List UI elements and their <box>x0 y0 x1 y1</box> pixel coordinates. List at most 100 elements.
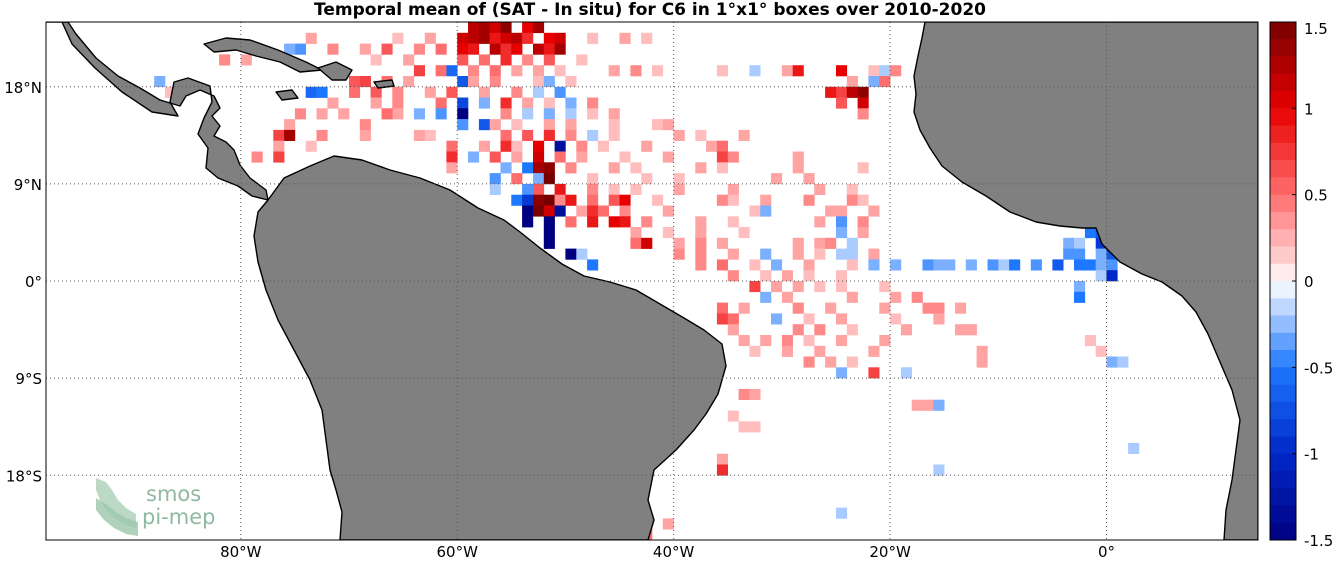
heatmap-cell <box>413 43 425 55</box>
heatmap-cell <box>500 22 512 34</box>
heatmap-cell <box>565 76 577 88</box>
colorbar-segment <box>1270 384 1296 403</box>
heatmap-cell <box>543 119 555 131</box>
heatmap-cell <box>587 194 599 206</box>
heatmap-cell <box>273 129 285 141</box>
heatmap-cell <box>522 194 534 206</box>
heatmap-cell <box>554 151 566 163</box>
heatmap-cell <box>543 129 555 141</box>
heatmap-cell <box>554 140 566 152</box>
heatmap-cell <box>511 151 523 163</box>
heatmap-cell <box>554 86 566 98</box>
heatmap-cell <box>727 270 739 282</box>
heatmap-cell <box>587 32 599 44</box>
heatmap-cell <box>359 119 371 131</box>
heatmap-cell <box>219 54 231 66</box>
heatmap-cell <box>543 162 555 174</box>
colorbar-segment <box>1270 211 1296 230</box>
heatmap-cell <box>890 313 902 325</box>
heatmap-cell <box>825 302 837 314</box>
heatmap-cell <box>446 151 458 163</box>
heatmap-cell <box>284 43 296 55</box>
heatmap-cell <box>836 205 848 217</box>
heatmap-cell <box>749 259 761 271</box>
heatmap-cells <box>154 22 1140 540</box>
heatmap-cell <box>435 97 447 109</box>
heatmap-cell <box>587 108 599 120</box>
heatmap-cell <box>565 108 577 120</box>
heatmap-cell <box>457 108 469 120</box>
heatmap-cell <box>511 194 523 206</box>
heatmap-cell <box>749 205 761 217</box>
heatmap-cell <box>554 183 566 195</box>
heatmap-cell <box>846 259 858 271</box>
map-frame <box>45 21 1259 541</box>
heatmap-cell <box>457 119 469 131</box>
heatmap-cell <box>630 65 642 77</box>
heatmap-cell <box>673 183 685 195</box>
heatmap-cell <box>825 86 837 98</box>
heatmap-cell <box>543 205 555 217</box>
heatmap-cell <box>727 151 739 163</box>
heatmap-cell <box>803 173 815 185</box>
heatmap-cell <box>533 194 545 206</box>
heatmap-cell <box>814 345 826 357</box>
heatmap-cell <box>836 270 848 282</box>
heatmap-cell <box>695 259 707 271</box>
heatmap-cell <box>294 108 306 120</box>
heatmap-cell <box>836 335 848 347</box>
heatmap-cell <box>868 76 880 88</box>
heatmap-cell <box>457 54 469 66</box>
heatmap-cell <box>533 183 545 195</box>
puerto-rico-island <box>373 79 395 89</box>
heatmap-cell <box>695 162 707 174</box>
heatmap-cell <box>608 119 620 131</box>
colorbar-segment <box>1270 246 1296 265</box>
heatmap-cell <box>533 43 545 55</box>
heatmap-cell <box>587 97 599 109</box>
heatmap-cell <box>662 119 674 131</box>
heatmap-cell <box>489 183 501 195</box>
heatmap-cell <box>587 129 599 141</box>
heatmap-cell <box>933 313 945 325</box>
latitude-tick-label: 9°S <box>15 370 42 388</box>
africa-land <box>913 22 1258 540</box>
heatmap-cell <box>522 54 534 66</box>
heatmap-cell <box>846 76 858 88</box>
heatmap-cell <box>933 464 945 476</box>
heatmap-cell <box>652 119 664 131</box>
heatmap-cell <box>836 281 848 293</box>
heatmap-cell <box>446 65 458 77</box>
heatmap-cell <box>792 65 804 77</box>
heatmap-cell <box>424 86 436 98</box>
heatmap-cell <box>630 162 642 174</box>
heatmap-cell <box>511 173 523 185</box>
heatmap-cell <box>998 259 1010 271</box>
heatmap-cell <box>814 183 826 195</box>
heatmap-cell <box>240 54 252 66</box>
colorbar-segment <box>1270 91 1296 109</box>
heatmap-cell <box>760 248 772 260</box>
heatmap-cell <box>511 65 523 77</box>
heatmap-cell <box>662 518 674 530</box>
heatmap-cell <box>316 86 328 98</box>
heatmap-cell <box>500 162 512 174</box>
heatmap-cell <box>630 183 642 195</box>
heatmap-cell <box>424 129 436 141</box>
cuba-island <box>203 37 323 73</box>
heatmap-cell <box>522 97 534 109</box>
heatmap-cell <box>446 140 458 152</box>
heatmap-cell <box>630 237 642 249</box>
heatmap-cell <box>457 97 469 109</box>
heatmap-cell <box>879 335 891 347</box>
heatmap-cell <box>836 216 848 228</box>
heatmap-cell <box>489 65 501 77</box>
heatmap-cell <box>781 291 793 303</box>
heatmap-cell <box>868 345 880 357</box>
heatmap-cell <box>565 97 577 109</box>
heatmap-cell <box>879 281 891 293</box>
smos-pi-mep-logo: smos pi-mep <box>96 478 215 536</box>
heatmap-cell <box>576 54 588 66</box>
heatmap-cell <box>836 86 848 98</box>
longitude-tick-label: 80°W <box>220 543 262 561</box>
